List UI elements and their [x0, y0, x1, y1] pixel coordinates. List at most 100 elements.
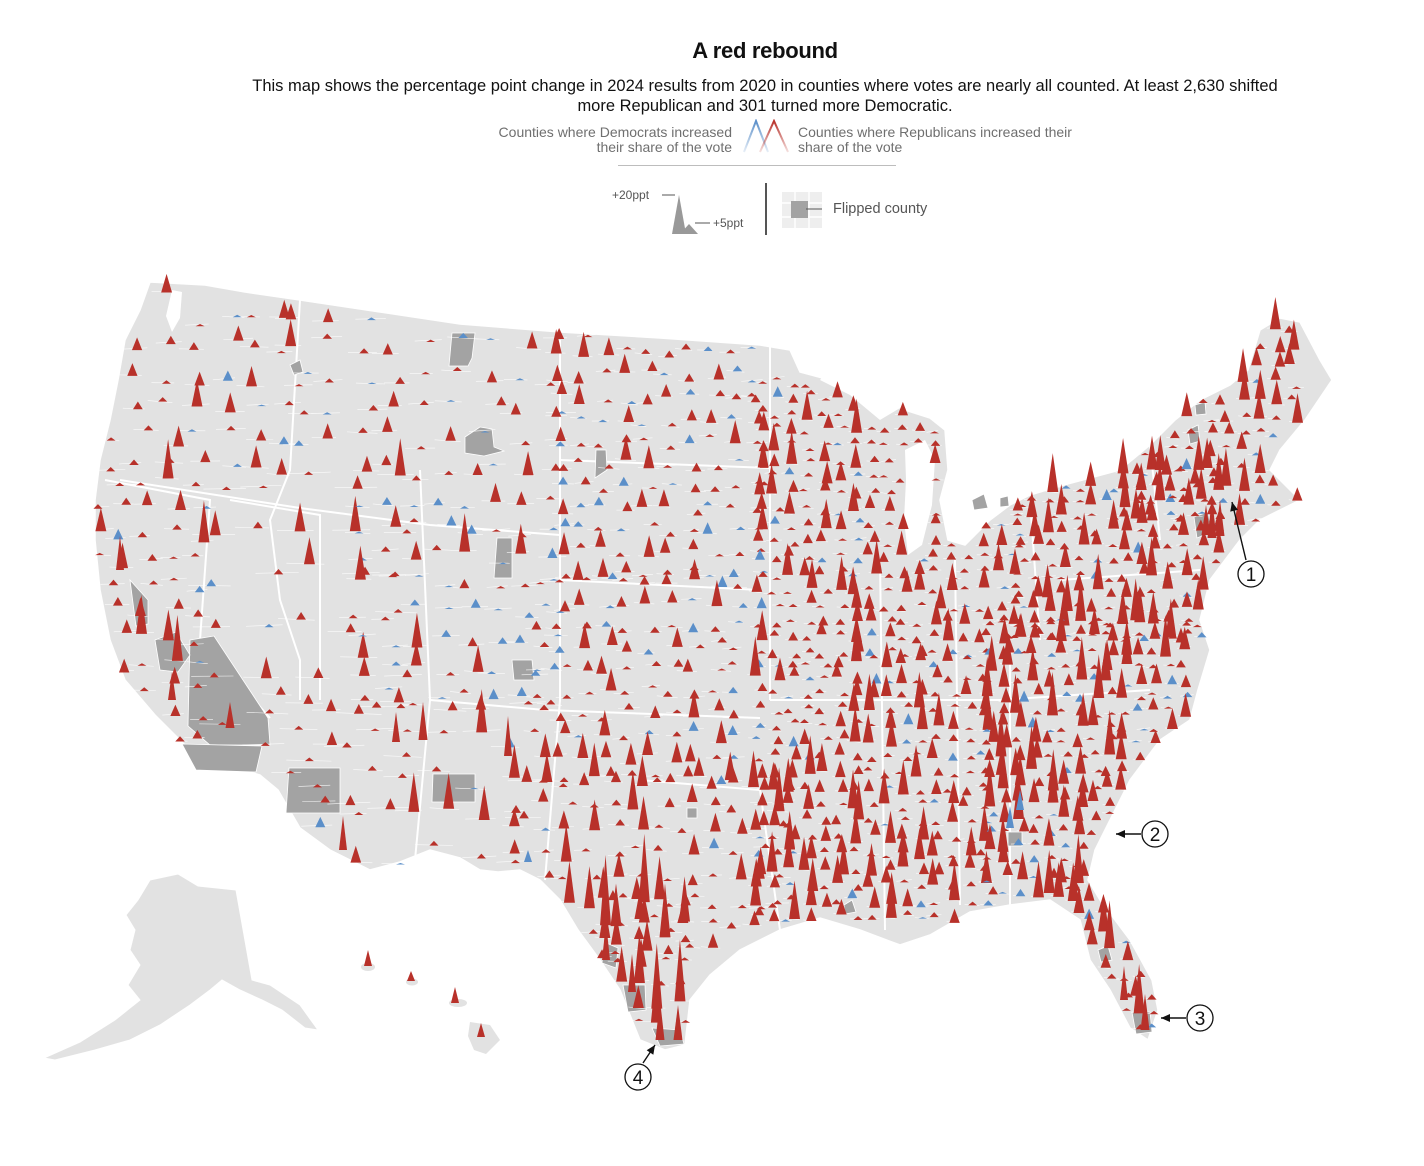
republican-spike[interactable] [367, 765, 377, 771]
democrat-spike[interactable] [727, 725, 738, 736]
republican-spike[interactable] [602, 368, 612, 373]
republican-spike[interactable] [985, 620, 995, 626]
republican-spike[interactable] [539, 733, 551, 758]
republican-spike[interactable] [788, 603, 798, 608]
republican-spike[interactable] [1207, 422, 1218, 433]
republican-spike[interactable] [862, 868, 874, 887]
republican-spike[interactable] [819, 675, 829, 678]
republican-spike[interactable] [623, 405, 635, 422]
republican-spike[interactable] [710, 486, 720, 492]
republican-spike[interactable] [804, 704, 814, 709]
republican-spike[interactable] [1030, 839, 1040, 845]
republican-spike[interactable] [1119, 469, 1131, 508]
republican-spike[interactable] [996, 524, 1008, 545]
republican-spike[interactable] [1013, 572, 1023, 575]
republican-spike[interactable] [831, 663, 842, 677]
republican-spike[interactable] [835, 618, 846, 625]
republican-spike[interactable] [558, 810, 570, 829]
republican-spike[interactable] [1015, 612, 1027, 637]
republican-spike[interactable] [931, 478, 941, 481]
republican-spike[interactable] [714, 698, 725, 711]
republican-spike[interactable] [127, 363, 138, 376]
republican-spike[interactable] [863, 593, 875, 609]
republican-spike[interactable] [1116, 574, 1127, 582]
republican-spike[interactable] [992, 543, 1004, 571]
republican-spike[interactable] [1288, 319, 1300, 350]
republican-spike[interactable] [550, 329, 562, 354]
republican-spike[interactable] [950, 703, 960, 707]
republican-spike[interactable] [804, 735, 816, 774]
republican-spike[interactable] [772, 377, 782, 380]
republican-spike[interactable] [131, 337, 143, 351]
republican-spike[interactable] [1163, 706, 1173, 709]
republican-spike[interactable] [1179, 487, 1189, 492]
republican-spike[interactable] [931, 535, 941, 545]
republican-spike[interactable] [966, 755, 976, 760]
republican-spike[interactable] [359, 348, 369, 354]
republican-spike[interactable] [508, 744, 520, 778]
democrat-spike[interactable] [726, 414, 736, 419]
democrat-spike[interactable] [459, 506, 469, 509]
republican-spike[interactable] [654, 856, 666, 900]
republican-spike[interactable] [650, 705, 661, 718]
republican-spike[interactable] [1206, 495, 1217, 505]
republican-spike[interactable] [783, 823, 793, 828]
republican-spike[interactable] [928, 589, 938, 594]
republican-spike[interactable] [749, 636, 761, 676]
republican-spike[interactable] [510, 859, 520, 864]
republican-spike[interactable] [445, 426, 456, 441]
republican-spike[interactable] [173, 598, 184, 609]
republican-spike[interactable] [260, 656, 272, 679]
republican-spike[interactable] [1003, 633, 1013, 639]
republican-spike[interactable] [169, 577, 179, 581]
republican-spike[interactable] [849, 846, 859, 852]
republican-spike[interactable] [789, 666, 800, 676]
democrat-spike[interactable] [549, 527, 559, 531]
republican-spike[interactable] [603, 337, 615, 356]
republican-spike[interactable] [895, 478, 905, 483]
republican-spike[interactable] [1236, 431, 1248, 449]
republican-spike[interactable] [621, 560, 632, 573]
republican-spike[interactable] [928, 548, 938, 557]
republican-spike[interactable] [616, 596, 627, 607]
democrat-spike[interactable] [555, 441, 566, 447]
republican-spike[interactable] [766, 831, 778, 872]
republican-spike[interactable] [1034, 626, 1044, 634]
democrat-spike[interactable] [1015, 888, 1026, 897]
republican-spike[interactable] [1075, 576, 1087, 621]
republican-spike[interactable] [787, 409, 797, 415]
republican-spike[interactable] [832, 381, 843, 398]
republican-spike[interactable] [688, 690, 700, 718]
republican-spike[interactable] [782, 784, 794, 803]
republican-spike[interactable] [1105, 811, 1115, 814]
democrat-spike[interactable] [598, 419, 608, 423]
republican-spike[interactable] [878, 768, 890, 804]
republican-spike[interactable] [850, 444, 862, 468]
republican-spike[interactable] [1059, 542, 1070, 550]
democrat-spike[interactable] [747, 346, 757, 349]
democrat-spike[interactable] [1029, 875, 1039, 878]
republican-spike[interactable] [1224, 421, 1235, 434]
republican-spike[interactable] [823, 588, 833, 594]
republican-spike[interactable] [358, 656, 370, 676]
democrat-spike[interactable] [728, 568, 739, 577]
democrat-spike[interactable] [1197, 511, 1207, 514]
republican-spike[interactable] [802, 504, 812, 508]
democrat-spike[interactable] [1047, 652, 1057, 657]
republican-spike[interactable] [576, 542, 586, 548]
republican-spike[interactable] [917, 601, 927, 606]
republican-spike[interactable] [189, 342, 199, 350]
republican-spike[interactable] [418, 702, 428, 740]
republican-spike[interactable] [984, 824, 996, 850]
republican-spike[interactable] [674, 939, 686, 1002]
republican-spike[interactable] [265, 709, 275, 714]
democrat-spike[interactable] [772, 386, 783, 397]
republican-spike[interactable] [1181, 392, 1193, 417]
republican-spike[interactable] [805, 647, 815, 653]
republican-spike[interactable] [1130, 488, 1142, 519]
republican-spike[interactable] [667, 590, 678, 603]
republican-spike[interactable] [615, 851, 625, 857]
republican-spike[interactable] [899, 879, 909, 883]
republican-spike[interactable] [690, 483, 701, 493]
republican-spike[interactable] [838, 841, 850, 875]
